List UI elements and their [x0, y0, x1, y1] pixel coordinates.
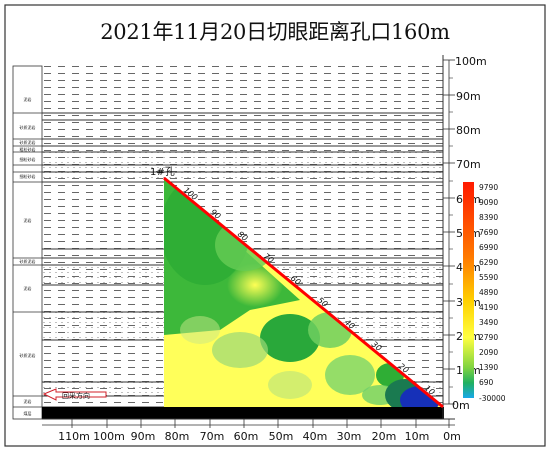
depth-label: 90m	[456, 90, 481, 103]
depth-label: 100m	[455, 55, 487, 68]
colorbar-label: 2790	[479, 333, 498, 342]
page-title: 2021年11月20日切眼距离孔口160m	[100, 20, 450, 44]
strata-label: 细粒砂岩	[20, 173, 36, 179]
strata-label-column: 泥岩 砂质泥岩 砂质泥岩 粗粒砂岩 细粒砂岩 细粒砂岩 泥岩 砂质泥岩 泥岩 砂…	[12, 65, 43, 420]
distance-label: 90m	[131, 430, 156, 443]
strata-label: 泥岩	[24, 285, 32, 291]
strata-label: 砂质泥岩	[20, 139, 36, 145]
colorbar-gradient	[463, 182, 474, 398]
colorbar-label: 7690	[479, 228, 498, 237]
colorbar-label: 8390	[479, 213, 498, 222]
strata-label: 粗粒砂岩	[20, 146, 36, 152]
borehole-line	[163, 176, 444, 409]
coal-seam	[42, 407, 444, 419]
colorbar: 9790 9090 8390 7690 6990 6290 5590 4890 …	[463, 182, 506, 403]
borehole-1: 1#孔 100 90 80 70 60 50 40 30 20 10	[150, 166, 444, 409]
distance-label: 0m	[443, 430, 461, 443]
strata-label: 砂质泥岩	[20, 258, 36, 264]
colorbar-label: 9090	[479, 198, 498, 207]
distance-label: 50m	[269, 430, 294, 443]
distance-label: 40m	[303, 430, 328, 443]
depth-label: 0m	[452, 399, 470, 412]
colorbar-label: 1390	[479, 363, 498, 372]
distance-label: 20m	[372, 430, 397, 443]
strata-label: 泥岩	[24, 398, 32, 404]
strata-label: 砂质泥岩	[20, 352, 36, 358]
colorbar-label: 4890	[479, 288, 498, 297]
distance-label: 80m	[165, 430, 190, 443]
distance-label: 30m	[337, 430, 362, 443]
colorbar-label: 2090	[479, 348, 498, 357]
colorbar-label: 3490	[479, 318, 498, 327]
colorbar-label: 4190	[479, 303, 498, 312]
colorbar-label: 6990	[479, 243, 498, 252]
depth-label: 70m	[456, 158, 481, 171]
colorbar-label: -30000	[479, 394, 506, 403]
distance-label: 10m	[405, 430, 430, 443]
strata-label: 砂质泥岩	[20, 124, 36, 130]
borehole-label: 1#孔	[150, 166, 175, 178]
colorbar-label: 690	[479, 378, 494, 387]
distance-axis: 110m 100m 90m 80m 70m 60m 50m 40m 30m 20…	[42, 418, 461, 443]
colorbar-label: 9790	[479, 183, 498, 192]
depth-label: 80m	[456, 124, 481, 137]
distance-label: 110m	[58, 430, 90, 443]
distance-label: 60m	[234, 430, 259, 443]
distance-label: 100m	[93, 430, 125, 443]
outer-frame	[4, 4, 546, 447]
strata-label: 细粒砂岩	[20, 156, 36, 162]
strata-label: 煤层	[24, 410, 32, 416]
arrow-label: 回采方向	[62, 391, 90, 400]
colorbar-label: 6290	[479, 258, 498, 267]
strata-label: 泥岩	[24, 96, 32, 102]
distance-label: 70m	[200, 430, 225, 443]
colorbar-label: 5590	[479, 273, 498, 282]
strata-label: 泥岩	[24, 217, 32, 223]
mining-direction-arrow: 回采方向	[42, 388, 107, 401]
